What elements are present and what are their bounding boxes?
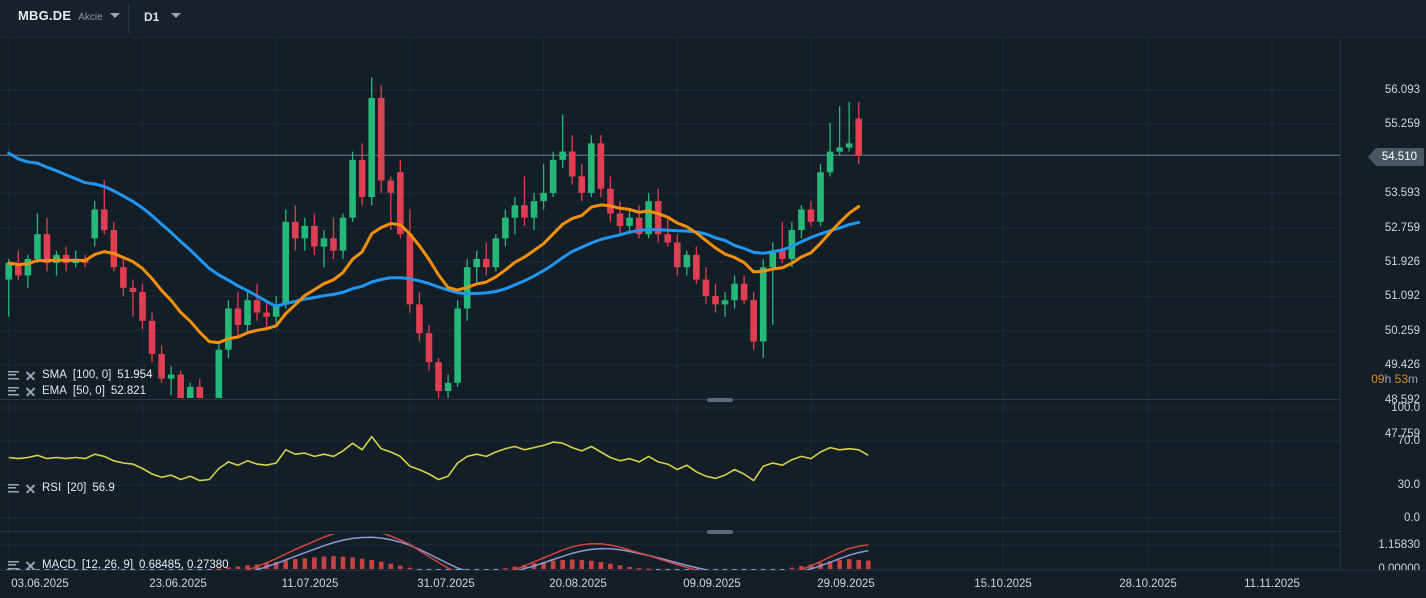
time-axis-label: 20.08.2025 [549, 578, 607, 590]
legend-rsi-value: 56.9 [92, 482, 115, 494]
price-axis-label: 52.759 [1384, 221, 1420, 234]
settings-icon[interactable] [8, 386, 19, 397]
time-axis-label: 11.07.2025 [281, 578, 339, 590]
countdown-minutes-unit: m [1408, 372, 1418, 386]
legend-sma-value: 51.954 [117, 369, 153, 381]
legend-ema[interactable]: EMA [50, 0] 52.821 [8, 385, 146, 397]
legend-rsi-params: [20] [67, 482, 87, 494]
time-axis-label: 31.07.2025 [417, 578, 475, 590]
countdown-hours: 09 [1371, 372, 1385, 386]
settings-icon[interactable] [8, 483, 19, 494]
price-axis-label: 55.259 [1384, 118, 1420, 131]
price-axis-label: 47.759 [1384, 428, 1420, 440]
legend-macd-params: [12, 26, 9] [81, 559, 134, 570]
price-axis-label: 51.926 [1384, 256, 1420, 268]
toolbar: MBG.DE Akcie D1 [0, 0, 1426, 38]
pane-separator-rsi-macd [0, 531, 1340, 532]
legend-ema-name: EMA [42, 385, 67, 397]
rsi-axis-label: 100.0 [1391, 402, 1420, 414]
time-axis-label: 11.11.2025 [1244, 578, 1300, 590]
bar-countdown: 09h 53m [1371, 372, 1418, 386]
price-axis-label: 51.092 [1384, 290, 1420, 303]
toolbar-divider [128, 4, 129, 34]
legend-ema-value: 52.821 [110, 385, 147, 397]
price-pane[interactable] [0, 38, 1340, 398]
legend-rsi[interactable]: RSI [20] 56.9 [8, 482, 115, 494]
chevron-down-icon [109, 13, 120, 18]
chart-plot[interactable]: SMA [100, 0] 51.954 EMA [50, 0] 52.821 R… [0, 38, 1340, 570]
time-axis-label: 23.06.2025 [149, 578, 207, 590]
macd-chart-svg [0, 534, 1340, 570]
time-axis[interactable]: 03.06.2025 23.06.2025 11.07.2025 31.07.2025… [0, 570, 1426, 598]
rsi-axis-label: 70.0 [1397, 435, 1420, 447]
price-axis-label: 49.426 [1384, 359, 1420, 372]
macd-axis-label: 1.15830 [1378, 539, 1420, 552]
timeframe-label: D1 [144, 10, 160, 24]
chevron-down-icon [171, 12, 182, 18]
time-axis-label: 09.09.2025 [683, 578, 741, 590]
close-icon[interactable] [25, 483, 36, 494]
legend-ema-params: [50, 0] [72, 385, 105, 397]
legend-macd-value: 0.68485, 0.27380 [139, 559, 229, 570]
macd-pane[interactable] [0, 534, 1340, 570]
time-axis-label: 28.10.2025 [1119, 578, 1177, 590]
legend-macd[interactable]: MACD [12, 26, 9] 0.68485, 0.27380 [8, 559, 229, 570]
legend-sma-name: SMA [42, 369, 67, 381]
pane-separator-price-rsi [0, 399, 1340, 400]
rsi-axis-label: 30.0 [1397, 479, 1420, 491]
timeframe-selector[interactable]: D1 [144, 10, 182, 24]
legend-sma-params: [100, 0] [72, 369, 112, 381]
countdown-hours-unit: h [1384, 372, 1392, 386]
rsi-pane[interactable] [0, 402, 1340, 530]
price-axis[interactable]: 56.093 55.259 53.593 52.759 51.926 51.092 50.2… [1340, 38, 1426, 598]
rsi-chart-svg [0, 402, 1340, 530]
legend-rsi-name: RSI [42, 482, 62, 494]
legend-sma[interactable]: SMA [100, 0] 51.954 [8, 369, 152, 381]
symbol-ticker: MBG.DE [18, 8, 72, 23]
settings-icon[interactable] [8, 370, 19, 381]
current-price-tag: 54.510 [1374, 148, 1424, 166]
time-axis-label: 15.10.2025 [974, 578, 1032, 590]
chart-area: SMA [100, 0] 51.954 EMA [50, 0] 52.821 R… [0, 38, 1426, 598]
pane-resize-handle[interactable] [707, 530, 733, 534]
rsi-axis-label: 0.0 [1404, 512, 1420, 524]
settings-icon[interactable] [8, 560, 19, 571]
price-axis-label: 50.259 [1384, 324, 1420, 337]
price-axis-label: 53.593 [1384, 187, 1420, 200]
symbol-selector[interactable]: MBG.DE Akcie [18, 8, 120, 23]
time-axis-label: 03.06.2025 [11, 578, 69, 590]
price-axis-label: 48.592 [1384, 393, 1420, 406]
legend-macd-name: MACD [42, 559, 76, 570]
countdown-minutes: 53 [1394, 372, 1408, 386]
symbol-instrument-type: Akcie [78, 12, 103, 23]
time-axis-label: 29.09.2025 [817, 578, 875, 590]
price-chart-svg [0, 38, 1340, 398]
pane-resize-handle[interactable] [707, 398, 733, 402]
close-icon[interactable] [25, 370, 36, 381]
price-axis-label: 56.093 [1384, 84, 1420, 96]
close-icon[interactable] [25, 386, 36, 397]
close-icon[interactable] [25, 560, 36, 571]
